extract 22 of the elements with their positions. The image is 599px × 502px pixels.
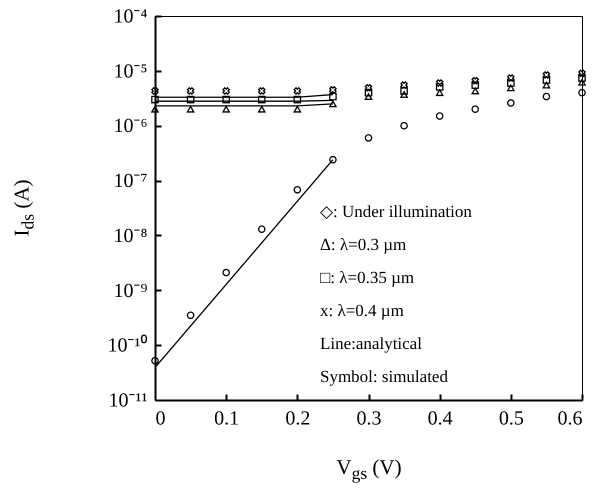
y-tick-label: 10⁻⁸ — [114, 224, 148, 247]
annotation: Symbol: simulated — [320, 367, 448, 386]
x-tick-label: 0.5 — [498, 408, 524, 430]
y-tick-label: 10⁻⁹ — [114, 280, 148, 302]
y-tick-label: 10⁻⁵ — [114, 60, 148, 82]
x-tick-label: 0.6 — [558, 408, 582, 430]
y-tick-label: 10⁻⁴ — [114, 6, 148, 28]
x-tick-label: 0.2 — [285, 408, 310, 430]
y-tick-label: 10⁻⁶ — [114, 115, 148, 138]
x-tick-label: 0.1 — [214, 408, 240, 430]
annotation: ◇: Under illumination — [320, 202, 472, 221]
annotation: x: λ=0.4 µm — [320, 301, 404, 320]
y-tick-label: 10⁻⁷ — [114, 170, 148, 192]
x-tick-label: 0 — [156, 408, 166, 430]
x-tick-label: 0.4 — [428, 408, 453, 430]
annotation: Δ: λ=0.3 µm — [320, 235, 406, 254]
y-tick-label: 10⁻¹⁰ — [108, 334, 148, 357]
x-axis-title: V$_{gs}$ (V) — [336, 455, 402, 484]
annotation: Line:analytical — [320, 334, 422, 353]
annotation: □: λ=0.35 µm — [320, 268, 414, 287]
x-tick-label: 0.3 — [356, 408, 382, 430]
y-tick-label: 10⁻¹¹ — [108, 390, 148, 412]
